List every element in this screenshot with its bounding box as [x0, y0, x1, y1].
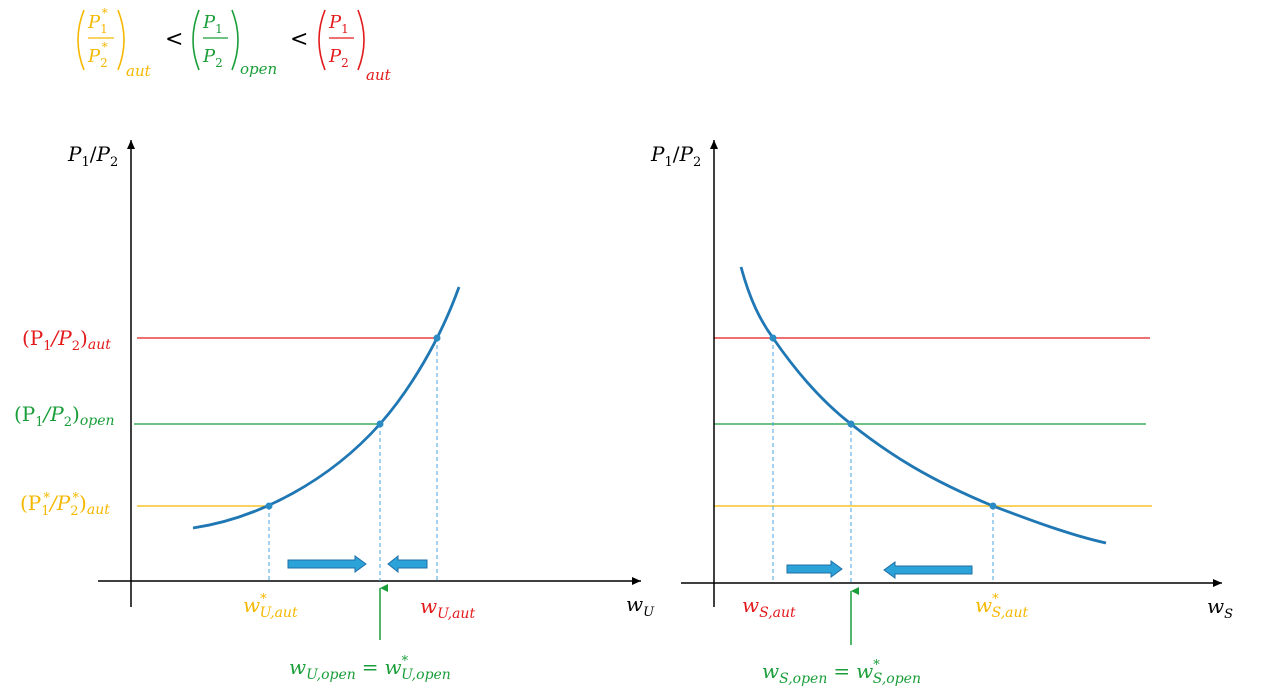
header-term-open: P1 P2 open [192, 9, 277, 78]
less-than-1: < [165, 27, 183, 52]
right-point-home-autarky [769, 334, 777, 342]
foreign-den: P2* [87, 40, 108, 70]
left-point-open [376, 420, 384, 428]
open-den: P2 [202, 46, 223, 70]
left-arrow-left [387, 554, 428, 574]
home-num: P1 [328, 12, 349, 36]
left-arrow-right [287, 555, 367, 573]
right-arrow-right [786, 560, 843, 578]
left-label-open-price: (P1/P2)open [14, 402, 115, 430]
header-inequality: P1* P2* aut < P1 P2 open < P1 P2 aut [77, 6, 392, 84]
right-paren [231, 9, 239, 71]
right-arrow-left [883, 561, 973, 579]
right-label-open-wage: wS,open = w* S,open [762, 658, 921, 687]
right-label-home-autarky-wage: wS,aut [742, 593, 796, 621]
open-num: P1 [202, 12, 223, 36]
less-than-2: < [290, 27, 308, 52]
right-label-foreign-autarky-wage: w* S,aut [975, 592, 1029, 621]
left-paren [77, 9, 85, 71]
open-outer-sub: open [240, 60, 277, 78]
left-paren [192, 9, 200, 71]
left-label-open-wage: wU,open = w* U,open [289, 654, 451, 683]
header-term-foreign-autarky: P1* P2* aut [77, 6, 152, 80]
left-label-home-autarky-price: (P1/P2)aut [22, 326, 111, 354]
foreign-num: P1* [87, 6, 108, 36]
left-paren [318, 9, 326, 71]
foreign-outer-sub: aut [126, 62, 152, 80]
left-label-home-autarky-wage: wU,aut [420, 594, 475, 622]
left-label-foreign-autarky-wage: w* U,aut [243, 592, 298, 621]
right-demand-curve [739, 266, 1107, 545]
right-paren [117, 9, 125, 71]
home-den: P2 [328, 46, 349, 70]
left-y-axis-label: P1/P2 [67, 142, 118, 170]
right-point-foreign-autarky [989, 502, 997, 510]
right-panel: P1/P2 wS wS,aut w* S,aut wS,open = w* S,open [650, 140, 1233, 687]
left-point-foreign-autarky [265, 502, 273, 510]
left-point-home-autarky [433, 334, 441, 342]
right-point-open [847, 420, 855, 428]
home-outer-sub: aut [366, 66, 392, 84]
right-paren [357, 9, 365, 71]
header-term-home-autarky: P1 P2 aut [318, 9, 392, 84]
left-label-foreign-autarky-price: (P1*/P2*)aut [20, 491, 110, 519]
left-x-axis-label: wU [626, 592, 655, 620]
left-panel: P1/P2 wU (P1/P2)aut (P1/P2)open (P1*/P2*… [14, 140, 655, 683]
left-supply-curve [192, 286, 461, 530]
right-y-axis-label: P1/P2 [650, 142, 701, 170]
right-x-axis-label: wS [1207, 594, 1233, 622]
